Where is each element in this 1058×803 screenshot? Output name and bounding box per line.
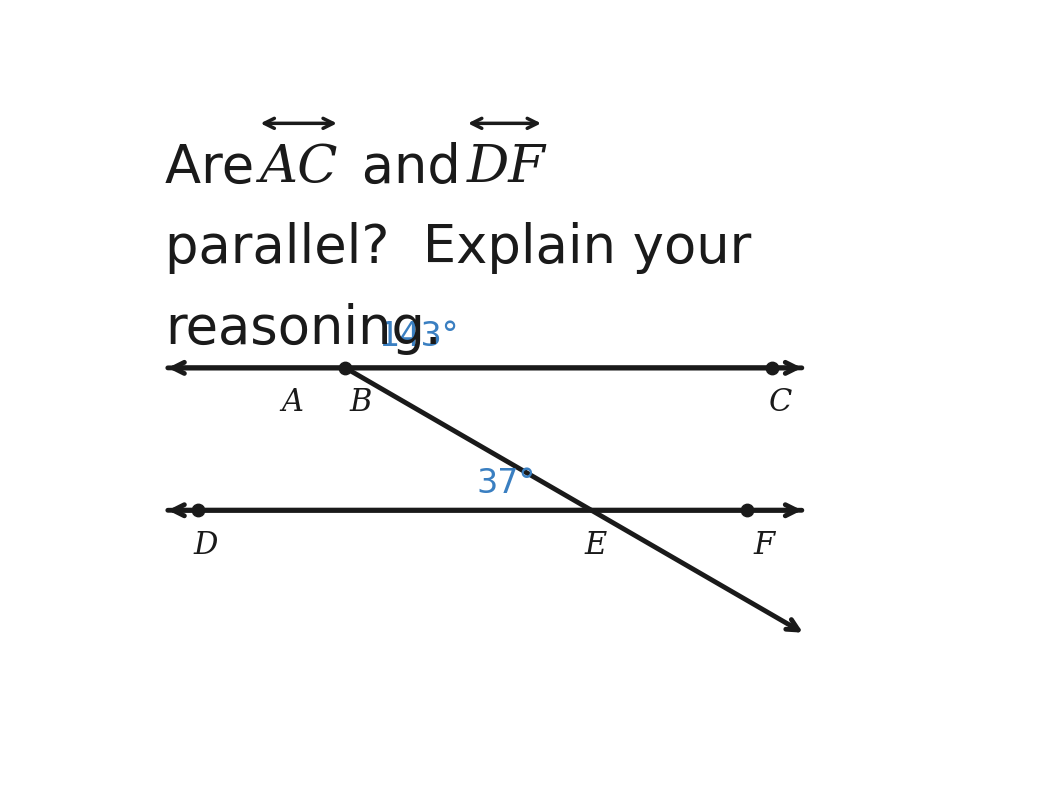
Text: A: A xyxy=(281,387,304,418)
Text: C: C xyxy=(768,387,791,418)
Text: DF: DF xyxy=(467,142,546,193)
Text: F: F xyxy=(753,529,774,560)
Text: Are: Are xyxy=(165,141,271,194)
Text: B: B xyxy=(349,387,371,418)
Point xyxy=(336,362,353,375)
Point xyxy=(189,504,206,517)
Point xyxy=(738,504,755,517)
Text: E: E xyxy=(584,529,606,560)
Text: AC: AC xyxy=(259,142,338,193)
Text: reasoning.: reasoning. xyxy=(165,302,441,354)
Text: 143°: 143° xyxy=(379,320,458,353)
Text: parallel?  Explain your: parallel? Explain your xyxy=(165,222,751,274)
Text: and: and xyxy=(345,141,478,194)
Text: D: D xyxy=(194,529,218,560)
Point xyxy=(764,362,781,375)
Text: 37°: 37° xyxy=(477,467,535,499)
